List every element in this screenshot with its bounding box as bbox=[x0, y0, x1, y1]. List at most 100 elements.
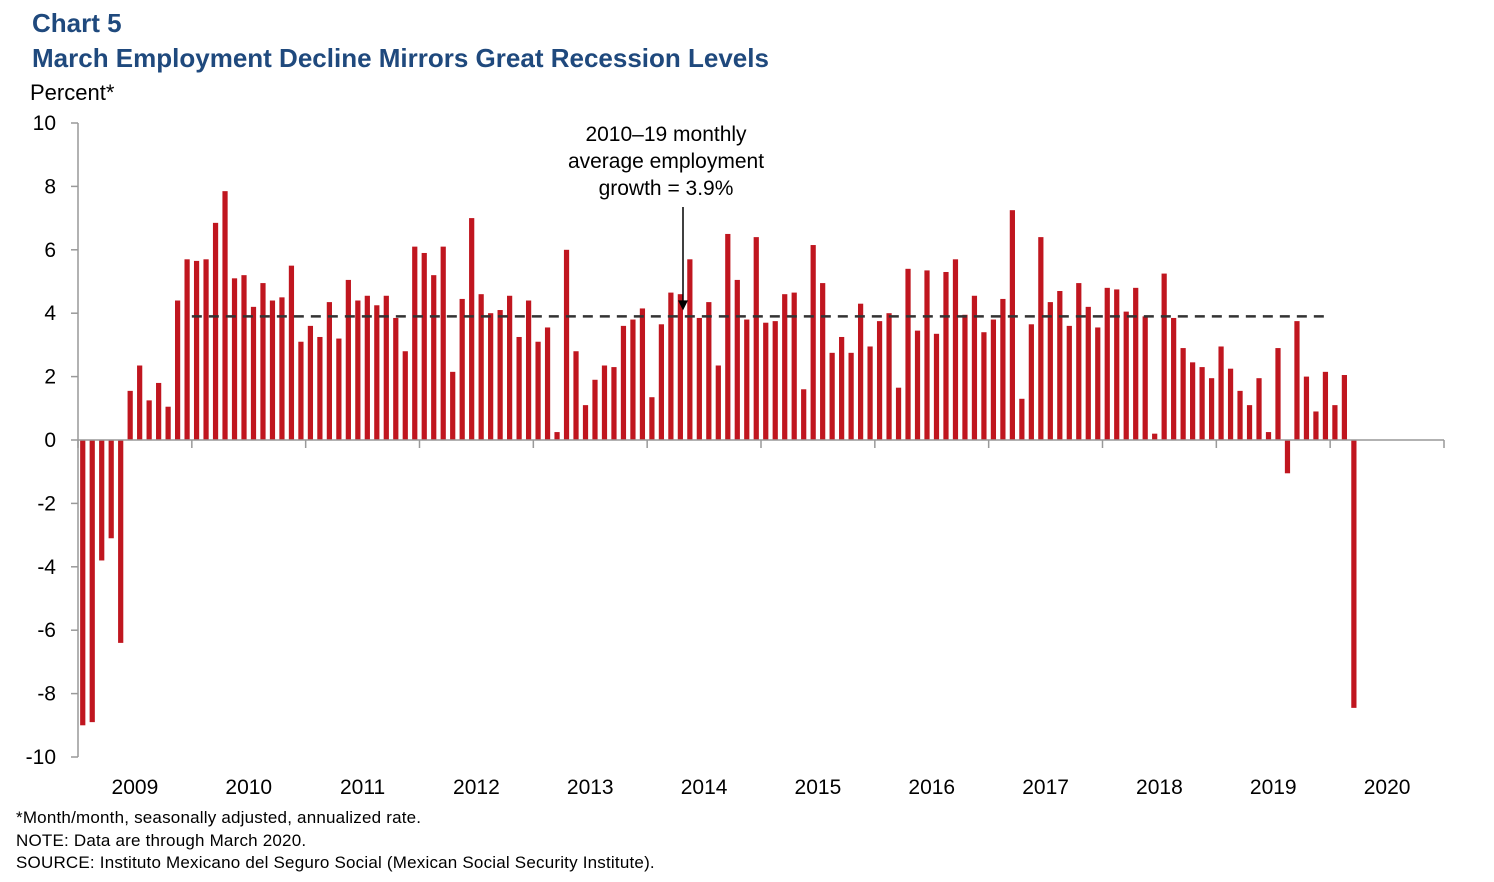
x-tick-label: 2018 bbox=[1136, 776, 1183, 799]
bar bbox=[611, 367, 617, 440]
bar bbox=[601, 365, 608, 440]
bar bbox=[639, 308, 646, 440]
bar bbox=[231, 278, 238, 440]
bar bbox=[1322, 371, 1329, 440]
bar-series bbox=[80, 191, 1357, 726]
annotation-arrow-head bbox=[678, 300, 688, 311]
bar bbox=[1047, 302, 1053, 440]
bar bbox=[952, 259, 959, 440]
annotation-text-line: growth = 3.9% bbox=[599, 177, 734, 200]
bar bbox=[706, 302, 712, 440]
bar bbox=[535, 341, 541, 440]
bar bbox=[412, 246, 418, 440]
bar bbox=[725, 233, 731, 440]
bar bbox=[440, 246, 446, 440]
x-axis: 2009 2010 2011 2012 2013 2014 2015 2016 2017 2018… bbox=[77, 439, 1445, 799]
y-tick-label: 4 bbox=[44, 302, 56, 325]
bar bbox=[981, 332, 987, 440]
bar bbox=[174, 300, 181, 440]
bar bbox=[772, 321, 778, 440]
bar bbox=[1218, 346, 1224, 440]
bar bbox=[592, 379, 598, 440]
bar bbox=[1208, 378, 1215, 440]
bar bbox=[99, 440, 105, 561]
x-tick-label: 2020 bbox=[1364, 776, 1411, 799]
bar bbox=[763, 322, 769, 440]
bar bbox=[1066, 325, 1072, 440]
bar bbox=[203, 259, 209, 440]
annotation-text-line: 2010–19 monthly bbox=[585, 123, 747, 146]
bar bbox=[696, 317, 702, 440]
bar bbox=[886, 313, 892, 440]
bar bbox=[734, 279, 740, 440]
x-tick-label: 2011 bbox=[340, 776, 385, 799]
bar bbox=[1171, 317, 1177, 440]
bar bbox=[943, 271, 949, 440]
bar bbox=[1123, 311, 1129, 440]
bar bbox=[212, 222, 219, 440]
bar bbox=[715, 365, 721, 440]
bar bbox=[89, 440, 95, 723]
bar bbox=[791, 292, 797, 440]
bar bbox=[165, 406, 171, 440]
x-tick-label: 2012 bbox=[453, 776, 500, 799]
bar bbox=[924, 270, 930, 440]
bar bbox=[1313, 411, 1319, 440]
bar bbox=[1227, 368, 1234, 440]
bar bbox=[118, 440, 124, 643]
bar bbox=[630, 319, 636, 440]
bar bbox=[279, 297, 285, 440]
bar bbox=[1256, 378, 1262, 440]
bar bbox=[450, 371, 456, 440]
y-tick-label: 8 bbox=[44, 175, 56, 198]
bar bbox=[269, 300, 276, 440]
footnote-asterisk: *Month/month, seasonally adjusted, annua… bbox=[16, 808, 422, 827]
y-axis-unit-label: Percent* bbox=[30, 80, 115, 105]
bar bbox=[525, 300, 532, 440]
bar bbox=[1332, 405, 1338, 440]
bar bbox=[1199, 367, 1205, 440]
bar bbox=[687, 259, 693, 440]
bar bbox=[1246, 405, 1253, 440]
bar bbox=[250, 306, 257, 440]
bar bbox=[1190, 362, 1196, 440]
bar bbox=[393, 317, 399, 440]
annotation-text-line: average employment bbox=[568, 150, 764, 173]
bar bbox=[374, 305, 380, 440]
chart-label: Chart 5 bbox=[32, 8, 122, 38]
bar bbox=[326, 302, 332, 440]
bar bbox=[488, 313, 494, 440]
bar bbox=[677, 294, 683, 440]
bar bbox=[478, 294, 484, 440]
x-tick-label: 2019 bbox=[1250, 776, 1297, 799]
footnote-source: SOURCE: Instituto Mexicano del Seguro So… bbox=[16, 853, 655, 872]
bar bbox=[222, 191, 228, 440]
bar bbox=[127, 390, 133, 440]
bar bbox=[1161, 273, 1167, 440]
bar bbox=[469, 218, 475, 440]
y-tick-label: 0 bbox=[44, 429, 56, 452]
bar bbox=[990, 319, 997, 440]
x-tick-label: 2014 bbox=[681, 776, 728, 799]
bar bbox=[307, 325, 314, 440]
footnote-note: NOTE: Data are through March 2020. bbox=[16, 831, 307, 850]
bar bbox=[744, 319, 750, 440]
bar bbox=[516, 336, 522, 440]
bar bbox=[507, 295, 513, 440]
bar bbox=[1028, 324, 1034, 440]
bar bbox=[573, 351, 579, 440]
bar bbox=[848, 352, 854, 440]
x-tick-label: 2010 bbox=[225, 776, 272, 799]
bar bbox=[829, 352, 835, 440]
bar bbox=[1275, 348, 1281, 440]
bar bbox=[658, 324, 665, 440]
bar bbox=[649, 397, 655, 440]
bar bbox=[137, 365, 143, 440]
bar bbox=[431, 275, 437, 440]
bar bbox=[497, 310, 503, 440]
x-tick-label: 2009 bbox=[112, 776, 159, 799]
bar bbox=[156, 382, 162, 440]
x-tick-label: 2017 bbox=[1022, 776, 1069, 799]
annotation: 2010–19 monthly average employment growth … bbox=[568, 123, 764, 311]
bar bbox=[782, 294, 788, 440]
